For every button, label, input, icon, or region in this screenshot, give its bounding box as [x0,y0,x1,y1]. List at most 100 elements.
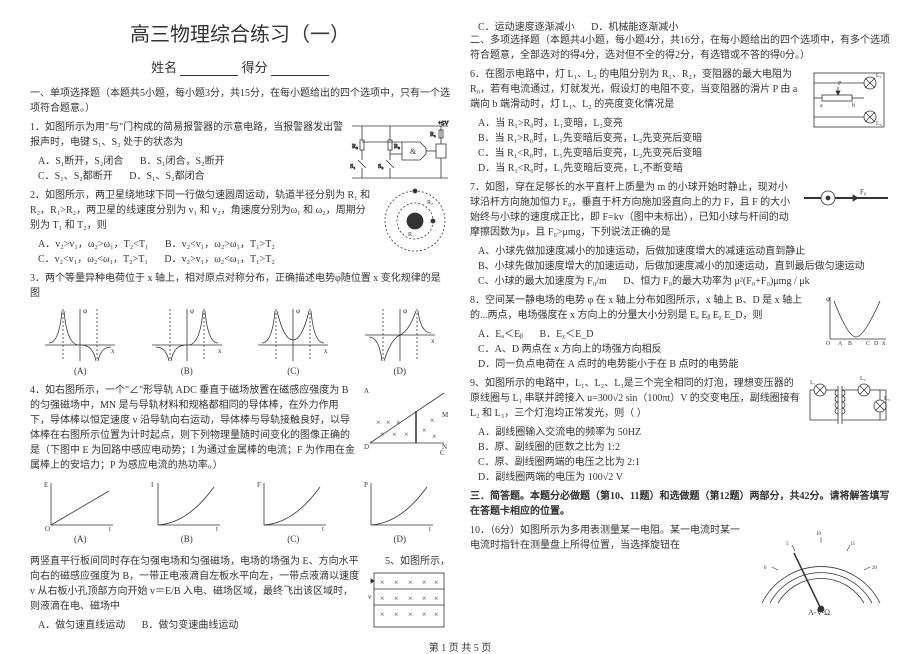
q8-opt-b: B．Eᵪ＜E_D [540,327,594,342]
q1-opt-d: D．S₁、S₂都闭合 [129,169,204,184]
svg-text:x: x [111,347,115,355]
q4-label-a: (A) [41,533,119,547]
q3-figures: x φ (A) x [30,305,450,379]
svg-text:φ: φ [403,307,407,315]
svg-text:t: t [322,525,324,533]
q3-label-d: (D) [361,365,439,379]
q1-opt-c: C．S₁、S₂都断开 [38,169,113,184]
svg-text:15: 15 [850,542,856,547]
question-3: 3．两个等量异种电荷位于 x 轴上，相对原点对称分布，正确描述电势φ随位置 x … [30,271,450,379]
svg-text:×: × [380,430,385,439]
svg-text:F₀: F₀ [860,188,867,196]
question-5: 5、如图所示， ××××× ××××× ××××× [30,554,450,633]
q9-opt-d: D．副线圈两端的电压为 100√2 V [478,470,890,485]
q3-fig-d: x φ (D) [361,305,439,379]
svg-text:20: 20 [872,566,878,571]
svg-text:t: t [216,525,218,533]
q9-options: A．副线圈输入交流电的频率为 50HZ B．原、副线圈的匝数之比为 1:2 C．… [470,425,890,485]
svg-text:F: F [257,481,261,489]
svg-text:×: × [394,594,399,603]
name-blank[interactable] [180,62,238,76]
svg-text:φ: φ [83,307,87,315]
page-footer: 第 1 页 共 5 页 [30,639,890,654]
svg-text:t: t [109,525,111,533]
exam-title: 高三物理综合练习（一） [30,18,450,47]
name-label: 姓名 [151,60,177,75]
page-root: 高三物理综合练习（一） 姓名 得分 一、单项选择题（本题共5小题，每小题3分，共… [0,0,920,637]
svg-text:C: C [440,449,445,455]
svg-text:x: x [882,339,886,347]
svg-text:×: × [392,430,397,439]
svg-text:×: × [422,426,427,435]
svg-text:L₁: L₁ [876,73,882,79]
score-blank[interactable] [271,62,329,76]
question-8: φx O A B C D 8．空间某一静电场的电势 φ 在 x 轴上分布如图所示… [470,293,890,372]
svg-text:C: C [866,341,870,347]
question-7: F₀ 7．如图，穿在足够长的水平直杆上质量为 m 的小球开始时静止，现对小球沿杆… [470,180,890,289]
svg-text:A: A [838,341,843,347]
q2-opt-c: C．v₂<v₁，ω₂<ω₁，T₂>T₁ [38,252,148,267]
svg-text:x: x [218,347,222,355]
q5-opt-d: D．机械能逐渐减小 [591,18,678,33]
svg-text:L₁: L₁ [810,380,816,386]
q7-opt-d: D、恒力 F₀的最大功率为 μ²(F₀+F₀)μmg / μk [623,274,809,289]
svg-text:x: x [324,347,328,355]
svg-text:L₂: L₂ [876,121,882,127]
svg-text:×: × [386,418,391,427]
left-column: 高三物理综合练习（一） 姓名 得分 一、单项选择题（本题共5小题，每小题3分，共… [30,18,450,637]
svg-text:O: O [826,341,831,347]
svg-text:φ: φ [826,295,830,303]
q2-figure: R₁ R₂ [380,188,450,254]
svg-text:M: M [442,411,449,419]
q3-label-c: (C) [254,365,332,379]
svg-text:L₃: L₃ [884,396,890,402]
svg-text:×: × [396,418,401,427]
svg-text:×: × [376,418,381,427]
svg-text:S₂: S₂ [378,164,383,170]
question-10: A-V-Ω 10515 020 10．（6分）如图所示为多用表测量某一电阻。某一… [470,523,890,617]
q4-label-d: (D) [361,533,439,547]
q3-fig-a: x φ (A) [41,305,119,379]
svg-text:x: x [431,337,435,345]
svg-text:×: × [434,594,439,603]
svg-text:×: × [408,578,413,587]
right-column: C．运动速度逐渐减小 D．机械能逐渐减小 二、多项选择题（本题共4小题，每小题4… [470,18,890,637]
svg-text:φ: φ [296,307,300,315]
svg-text:R₂: R₂ [352,144,358,150]
svg-text:×: × [422,610,427,619]
q7-opt-b: B、小球先做加速度增大的加速运动，后做加速度减小的加速运动，直到最后做匀速运动 [478,259,890,274]
svg-text:×: × [380,594,385,603]
svg-text:×: × [404,430,409,439]
svg-text:b: b [852,103,855,109]
q5-opt-a: A．做匀速直线运动 [38,618,125,633]
q4-figure: A M N D C ××× ××× ××× [362,383,450,455]
svg-text:v: v [368,593,372,601]
q5-figure: 5、如图所示， ××××× ××××× ××××× [368,554,450,631]
q2-opt-b: B．v₂<v₁，ω₂>ω₁，T₁>T₂ [165,237,275,252]
svg-text:B: B [848,341,852,347]
svg-text:×: × [432,432,437,441]
svg-text:P: P [364,481,368,489]
q4-label-c: (C) [254,533,332,547]
svg-text:D: D [874,341,879,347]
section-3-header: 三．简答题。本题分必做题（第10、11题）和选做题（第12题）两部分，共42分。… [470,489,890,519]
two-column-layout: 高三物理综合练习（一） 姓名 得分 一、单项选择题（本题共5小题，每小题3分，共… [30,18,890,637]
q3-fig-b: x φ (B) [148,305,226,379]
svg-text:A: A [364,387,369,395]
q4-figures: Et O (A) It (B) [30,477,450,547]
svg-text:O: O [45,525,50,533]
q6-opt-b: B．当 R₁>R₀时，L₁先变暗后变亮，L₂先变亮后变暗 [478,131,890,146]
svg-text:×: × [422,578,427,587]
svg-text:&: & [410,147,417,156]
section-2-header: 二、多项选择题（本题共4小题，每小题4分，共16分，在每小题给出的四个选项中，有… [470,33,890,63]
svg-text:R₂: R₂ [427,200,433,206]
svg-text:×: × [408,610,413,619]
q6-opt-c: C．当 R₁<R₀时，L₁先变暗后变亮，L₂先变亮后变暗 [478,146,890,161]
q1-opt-b: B．S₁闭合，S₂断开 [140,154,225,169]
q7-figure: F₀ [802,180,890,216]
section-1-header: 一、单项选择题（本题共5小题，每小题3分，共15分，在每小题给出的四个选项中，只… [30,86,450,116]
q8-figure: φ x O A B C D [824,293,890,347]
svg-text:R₁: R₁ [430,132,436,138]
svg-text:R₁: R₁ [408,232,414,238]
q9-figure: L₁ L₂ L₃ [808,376,890,432]
